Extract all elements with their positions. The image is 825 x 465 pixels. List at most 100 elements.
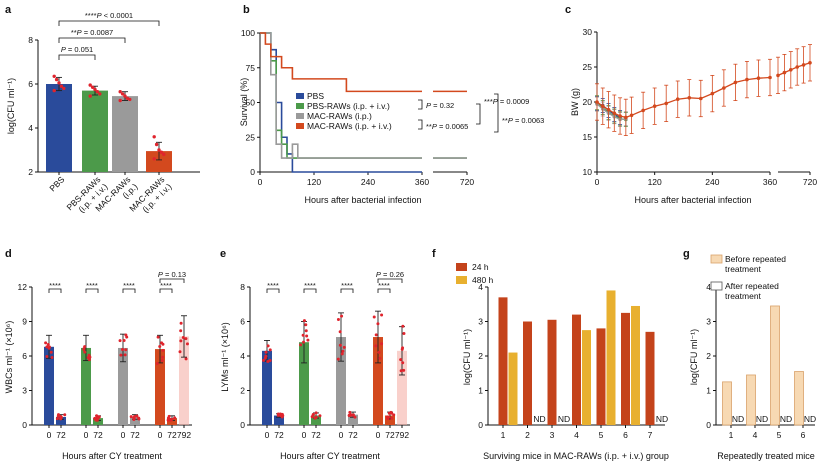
d-p-bracket: [159, 278, 185, 283]
d-bar: [56, 416, 66, 425]
a-point: [98, 92, 102, 96]
d-point: [49, 350, 53, 354]
e-point: [304, 329, 308, 333]
d-point: [96, 416, 100, 420]
d-point: [83, 350, 87, 354]
f-nd-label: ND: [558, 414, 570, 424]
f-legend-swatch: [456, 276, 467, 284]
b-legend-swatch: [296, 103, 304, 109]
e-point: [318, 414, 322, 418]
g-xtick-label: 1: [729, 430, 734, 440]
f-xtick-label: 1: [501, 430, 506, 440]
d-yaxis-tick-label: 0: [22, 420, 27, 430]
b-stat-2-value: = 0.0065: [437, 122, 469, 131]
d-point: [124, 348, 128, 352]
a-point: [62, 86, 66, 91]
a-sig-3-label: ****P < 0.0001: [85, 11, 133, 20]
f-yaxis-tick-label: 3: [478, 317, 483, 327]
d-point: [121, 347, 125, 351]
d-p-label: P = 0.13: [158, 270, 186, 279]
b-stat-4: **P = 0.0063: [502, 116, 544, 125]
f-bar: [508, 352, 518, 425]
b-yaxis-tick-label: 50: [246, 98, 256, 108]
d-point: [119, 353, 123, 357]
g-bar: [722, 381, 732, 426]
e-point: [340, 352, 344, 356]
e-sig-label: ****: [341, 281, 353, 290]
b-stat-3-value: = 0.0009: [498, 97, 530, 106]
d-ylabel: WBCs ml⁻¹ (×10⁶): [4, 321, 14, 394]
panel-label-g: g: [683, 248, 690, 260]
c-yaxis-tick-label: 20: [583, 97, 593, 107]
e-point: [268, 358, 272, 362]
d-point: [95, 414, 99, 418]
b-series-line: [260, 32, 422, 93]
d-point: [45, 355, 49, 359]
a-point: [88, 94, 92, 98]
a-point: [157, 148, 161, 152]
f-yaxis-tick-label: 1: [478, 386, 483, 396]
c-xtick-label: 360: [763, 177, 777, 187]
e-xlabel: Hours after CY treatment: [280, 451, 380, 461]
f-bar: [596, 328, 606, 425]
e-point: [336, 357, 340, 361]
d-xtick-label: 0: [84, 430, 89, 440]
c-xtick-label: 240: [705, 177, 719, 187]
e-point: [266, 344, 270, 348]
b-stat-4-value: = 0.0063: [513, 116, 545, 125]
e-sig-bracket: [266, 288, 280, 293]
d-point: [44, 341, 48, 345]
e-point: [402, 331, 406, 335]
panel-label-a: a: [5, 4, 12, 16]
c-yaxis-tick-label: 15: [583, 132, 593, 142]
c-series-line: [777, 62, 811, 76]
g-legend-label: Before repeated: [725, 254, 786, 264]
e-bar: [262, 350, 272, 425]
b-stat-1-value: = 0.32: [431, 101, 454, 110]
g-bar: [746, 374, 756, 426]
d-point: [123, 353, 127, 357]
d-point: [118, 339, 122, 343]
d-sig-bracket: [48, 288, 62, 293]
a-sig-3-label-stars: ****: [85, 11, 97, 20]
e-yaxis-tick-label: 4: [240, 351, 245, 361]
d-p-label-value: = 0.13: [163, 270, 186, 279]
g-ylabel: log(CFU ml⁻¹): [689, 329, 699, 385]
f-xtick-label: 2: [525, 430, 530, 440]
d-point: [82, 347, 86, 351]
e-bar: [385, 415, 395, 425]
c-xlabel: Hours after bacterial infection: [634, 195, 751, 205]
d-point: [158, 344, 162, 348]
f-bar: [582, 330, 591, 425]
e-point: [351, 413, 355, 417]
a-category-label: PBS: [47, 174, 66, 193]
a-category-label: MAC-RAWs(i.p. + i.v.): [127, 174, 173, 220]
d-point: [173, 416, 177, 420]
e-point: [313, 416, 317, 420]
panel-label-e: e: [220, 248, 226, 260]
e-point: [392, 413, 396, 417]
b-series-line: [260, 32, 422, 159]
e-p-bracket: [377, 278, 403, 283]
d-point: [179, 329, 183, 333]
e-sig-label: ****: [304, 281, 316, 290]
g-nd-label: ND: [804, 414, 816, 424]
b-stat-2: **P = 0.0065: [426, 122, 468, 131]
f-bar: [547, 319, 557, 425]
e-xtick-label: 72: [385, 430, 395, 440]
f-bar: [498, 297, 508, 425]
a-point: [152, 157, 156, 161]
d-point: [46, 343, 50, 347]
g-xtick-label: 4: [753, 430, 758, 440]
f-xlabel: Surviving mice in MAC-RAWs (i.p. + i.v.)…: [483, 451, 669, 461]
d-point: [161, 355, 165, 359]
d-point: [179, 339, 183, 343]
d-xtick-label: 72: [167, 430, 177, 440]
d-point: [161, 348, 165, 352]
a-sig-3-label-value: < 0.0001: [102, 11, 134, 20]
e-point: [372, 315, 376, 319]
e-point: [377, 350, 381, 354]
d-yaxis-tick-label: 6: [22, 351, 27, 361]
g-nd-label: ND: [756, 414, 768, 424]
b-xtick-label: 120: [307, 177, 321, 187]
